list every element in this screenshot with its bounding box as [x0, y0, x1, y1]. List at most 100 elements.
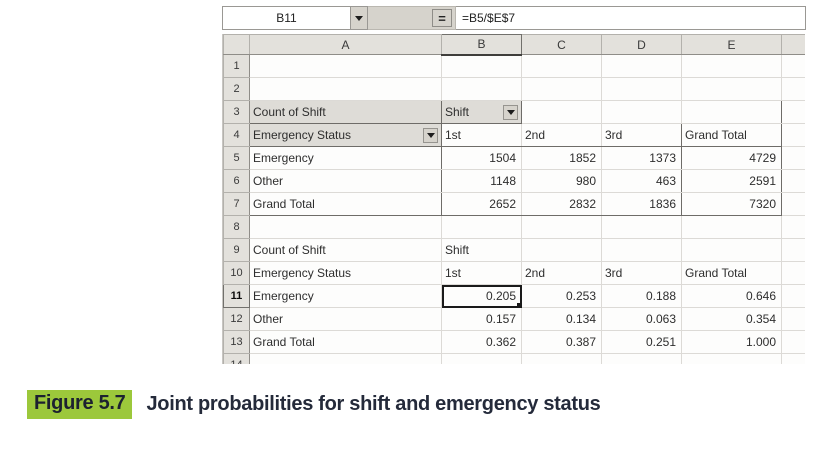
cell-E10[interactable]: Grand Total [681, 261, 782, 285]
cell-B7[interactable]: 2652 [441, 192, 522, 216]
cell-B1[interactable] [441, 54, 522, 78]
cell-C4[interactable]: 2nd [521, 123, 602, 147]
name-box-dropdown-icon[interactable] [350, 7, 367, 29]
cell-B13[interactable]: 0.362 [441, 330, 522, 354]
cell-E9[interactable] [681, 238, 782, 262]
column-header-B[interactable]: B [441, 34, 522, 56]
cell-C11[interactable]: 0.253 [521, 284, 602, 308]
cell-E12[interactable]: 0.354 [681, 307, 782, 331]
cell-A5[interactable]: Emergency [249, 146, 442, 170]
row-header-6[interactable]: 6 [223, 169, 250, 193]
row-header-9[interactable]: 9 [223, 238, 250, 262]
row-header-2[interactable]: 2 [223, 77, 250, 101]
cell-B2[interactable] [441, 77, 522, 101]
cell-B11-selected[interactable]: 0.205 [441, 284, 523, 309]
cell-F3[interactable] [781, 100, 805, 124]
cell-B3[interactable]: Shift [441, 100, 522, 124]
cell-F4[interactable] [781, 123, 805, 147]
column-header-A[interactable]: A [249, 34, 442, 55]
cell-E1[interactable] [681, 54, 782, 78]
cell-A13[interactable]: Grand Total [249, 330, 442, 354]
cell-C2[interactable] [521, 77, 602, 101]
cell-F11[interactable] [781, 284, 805, 308]
cell-C1[interactable] [521, 54, 602, 78]
column-header-C[interactable]: C [521, 34, 602, 55]
cell-C14[interactable] [521, 353, 602, 364]
cell-E13[interactable]: 1.000 [681, 330, 782, 354]
cell-D12[interactable]: 0.063 [601, 307, 682, 331]
cell-D10[interactable]: 3rd [601, 261, 682, 285]
edit-formula-button[interactable]: = [432, 9, 452, 27]
cell-A3[interactable]: Count of Shift [249, 100, 442, 124]
cell-C10[interactable]: 2nd [521, 261, 602, 285]
cell-D1[interactable] [601, 54, 682, 78]
row-header-11[interactable]: 11 [223, 284, 250, 308]
cell-A8[interactable] [249, 215, 442, 239]
cell-C12[interactable]: 0.134 [521, 307, 602, 331]
cell-C13[interactable]: 0.387 [521, 330, 602, 354]
cell-name-box[interactable]: B11 [222, 6, 368, 30]
cell-F6[interactable] [781, 169, 805, 193]
cell-D5[interactable]: 1373 [601, 146, 682, 170]
cell-D11[interactable]: 0.188 [601, 284, 682, 308]
cell-E3[interactable] [681, 100, 782, 124]
cell-C9[interactable] [521, 238, 602, 262]
cell-C8[interactable] [521, 215, 602, 239]
column-header-E[interactable]: E [681, 34, 782, 55]
cell-C5[interactable]: 1852 [521, 146, 602, 170]
cell-D13[interactable]: 0.251 [601, 330, 682, 354]
cell-A14[interactable] [249, 353, 442, 364]
cell-F10[interactable] [781, 261, 805, 285]
cell-D14[interactable] [601, 353, 682, 364]
cell-A6[interactable]: Other [249, 169, 442, 193]
row-header-3[interactable]: 3 [223, 100, 250, 124]
cell-B6[interactable]: 1148 [441, 169, 522, 193]
cell-D6[interactable]: 463 [601, 169, 682, 193]
cell-A2[interactable] [249, 77, 442, 101]
cell-A10[interactable]: Emergency Status [249, 261, 442, 285]
row-header-4[interactable]: 4 [223, 123, 250, 147]
cell-D8[interactable] [601, 215, 682, 239]
cell-F13[interactable] [781, 330, 805, 354]
cell-D4[interactable]: 3rd [601, 123, 682, 147]
cell-E6[interactable]: 2591 [681, 169, 782, 193]
cell-B14[interactable] [441, 353, 522, 364]
cell-E5[interactable]: 4729 [681, 146, 782, 170]
row-header-12[interactable]: 12 [223, 307, 250, 331]
row-header-10[interactable]: 10 [223, 261, 250, 285]
row-header-13[interactable]: 13 [223, 330, 250, 354]
cell-D2[interactable] [601, 77, 682, 101]
cell-F5[interactable] [781, 146, 805, 170]
row-header-8[interactable]: 8 [223, 215, 250, 239]
cell-A11[interactable]: Emergency [249, 284, 442, 308]
cell-F8[interactable] [781, 215, 805, 239]
cell-F12[interactable] [781, 307, 805, 331]
cell-C7[interactable]: 2832 [521, 192, 602, 216]
column-header-D[interactable]: D [601, 34, 682, 55]
emergency-status-dropdown-icon[interactable] [423, 127, 438, 143]
cell-A1[interactable] [249, 54, 442, 78]
cell-F2[interactable] [781, 77, 805, 101]
cell-B12[interactable]: 0.157 [441, 307, 522, 331]
cell-B10[interactable]: 1st [441, 261, 522, 285]
select-all-corner[interactable] [223, 34, 250, 55]
cell-B4[interactable]: 1st [441, 123, 522, 147]
cell-D9[interactable] [601, 238, 682, 262]
cell-F14[interactable] [781, 353, 805, 364]
cell-E14[interactable] [681, 353, 782, 364]
cell-E2[interactable] [681, 77, 782, 101]
formula-input[interactable]: =B5/$E$7 [456, 6, 806, 30]
cell-B8[interactable] [441, 215, 522, 239]
row-header-14[interactable]: 14 [223, 353, 250, 364]
shift-field-dropdown-icon[interactable] [503, 104, 518, 120]
cell-E4[interactable]: Grand Total [681, 123, 782, 147]
cell-D3[interactable] [601, 100, 682, 124]
cell-E7[interactable]: 7320 [681, 192, 782, 216]
cell-A4[interactable]: Emergency Status [249, 123, 442, 147]
cell-A12[interactable]: Other [249, 307, 442, 331]
column-header-partial[interactable] [781, 34, 805, 55]
cell-F1[interactable] [781, 54, 805, 78]
cell-D7[interactable]: 1836 [601, 192, 682, 216]
cell-F7[interactable] [781, 192, 805, 216]
cell-C3[interactable] [521, 100, 602, 124]
